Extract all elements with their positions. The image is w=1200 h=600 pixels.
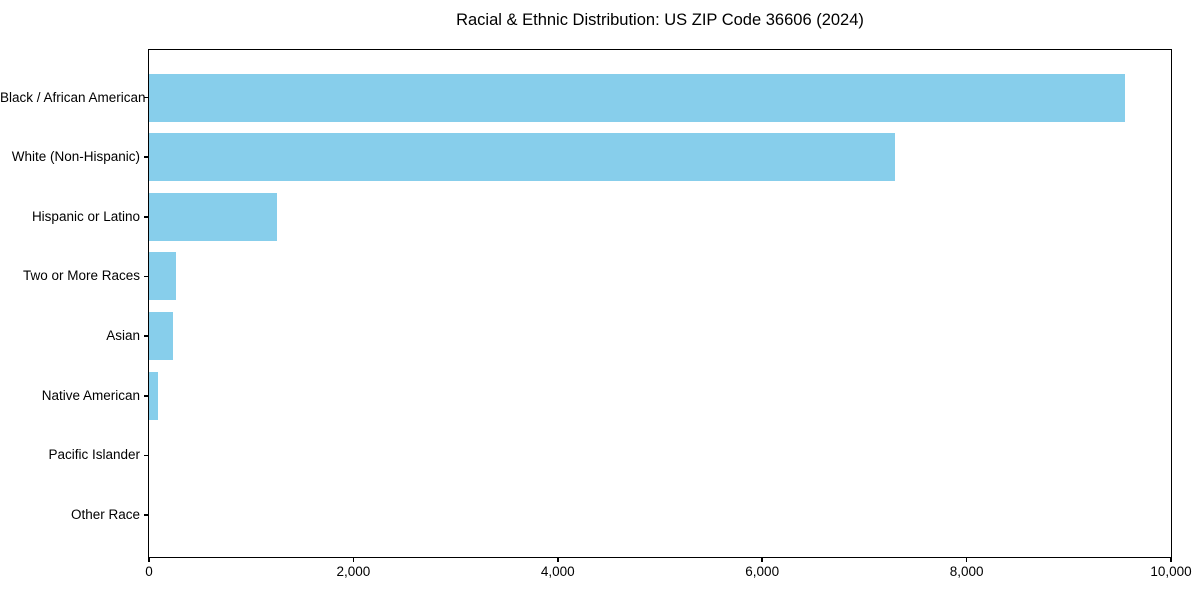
chart-title: Racial & Ethnic Distribution: US ZIP Cod… <box>456 11 864 29</box>
x-tick-label-2000: 2,000 <box>336 564 371 579</box>
x-tick-10000 <box>1170 558 1172 562</box>
bar-asian <box>149 312 173 361</box>
bar-hispanic-or-latino <box>149 192 277 241</box>
y-tick-asian <box>144 335 148 337</box>
y-label-two-or-more-races: Two or More Races <box>22 268 140 284</box>
x-tick-6000 <box>761 558 763 562</box>
bar-white-non-hispanic <box>149 133 896 182</box>
y-label-asian: Asian <box>106 328 140 344</box>
bar-two-or-more-races <box>149 252 177 301</box>
y-tick-native-american <box>144 395 148 397</box>
y-tick-pacific-islander <box>144 454 148 457</box>
y-tick-two-or-more-races <box>144 275 148 278</box>
x-tick-2000 <box>352 558 355 562</box>
y-label-hispanic-or-latino: Hispanic or Latino <box>31 208 140 224</box>
plot-area <box>148 49 1172 558</box>
x-tick-8000 <box>965 558 968 562</box>
y-tick-other-race <box>144 514 148 516</box>
bar-native-american <box>149 371 159 420</box>
x-tick-label-4000: 4,000 <box>540 564 575 579</box>
x-tick-label-6000: 6,000 <box>745 564 780 579</box>
x-tick-label-10000: 10,000 <box>1150 564 1192 579</box>
bar-black-african-american <box>149 73 1125 122</box>
y-label-pacific-islander: Pacific Islander <box>48 447 140 463</box>
x-tick-label-8000: 8,000 <box>949 564 984 579</box>
y-label-native-american: Native American <box>41 387 140 403</box>
x-tick-4000 <box>557 558 559 562</box>
y-tick-hispanic-or-latino <box>144 216 148 218</box>
y-tick-black-african-american <box>144 96 148 99</box>
y-tick-white-non-hispanic <box>144 156 148 158</box>
y-label-black-african-american: Black / African American <box>0 89 146 105</box>
x-tick-0 <box>148 558 150 562</box>
x-tick-label-0: 0 <box>145 564 153 579</box>
y-label-white-non-hispanic: White (Non-Hispanic) <box>11 149 140 165</box>
y-label-other-race: Other Race <box>70 507 140 523</box>
